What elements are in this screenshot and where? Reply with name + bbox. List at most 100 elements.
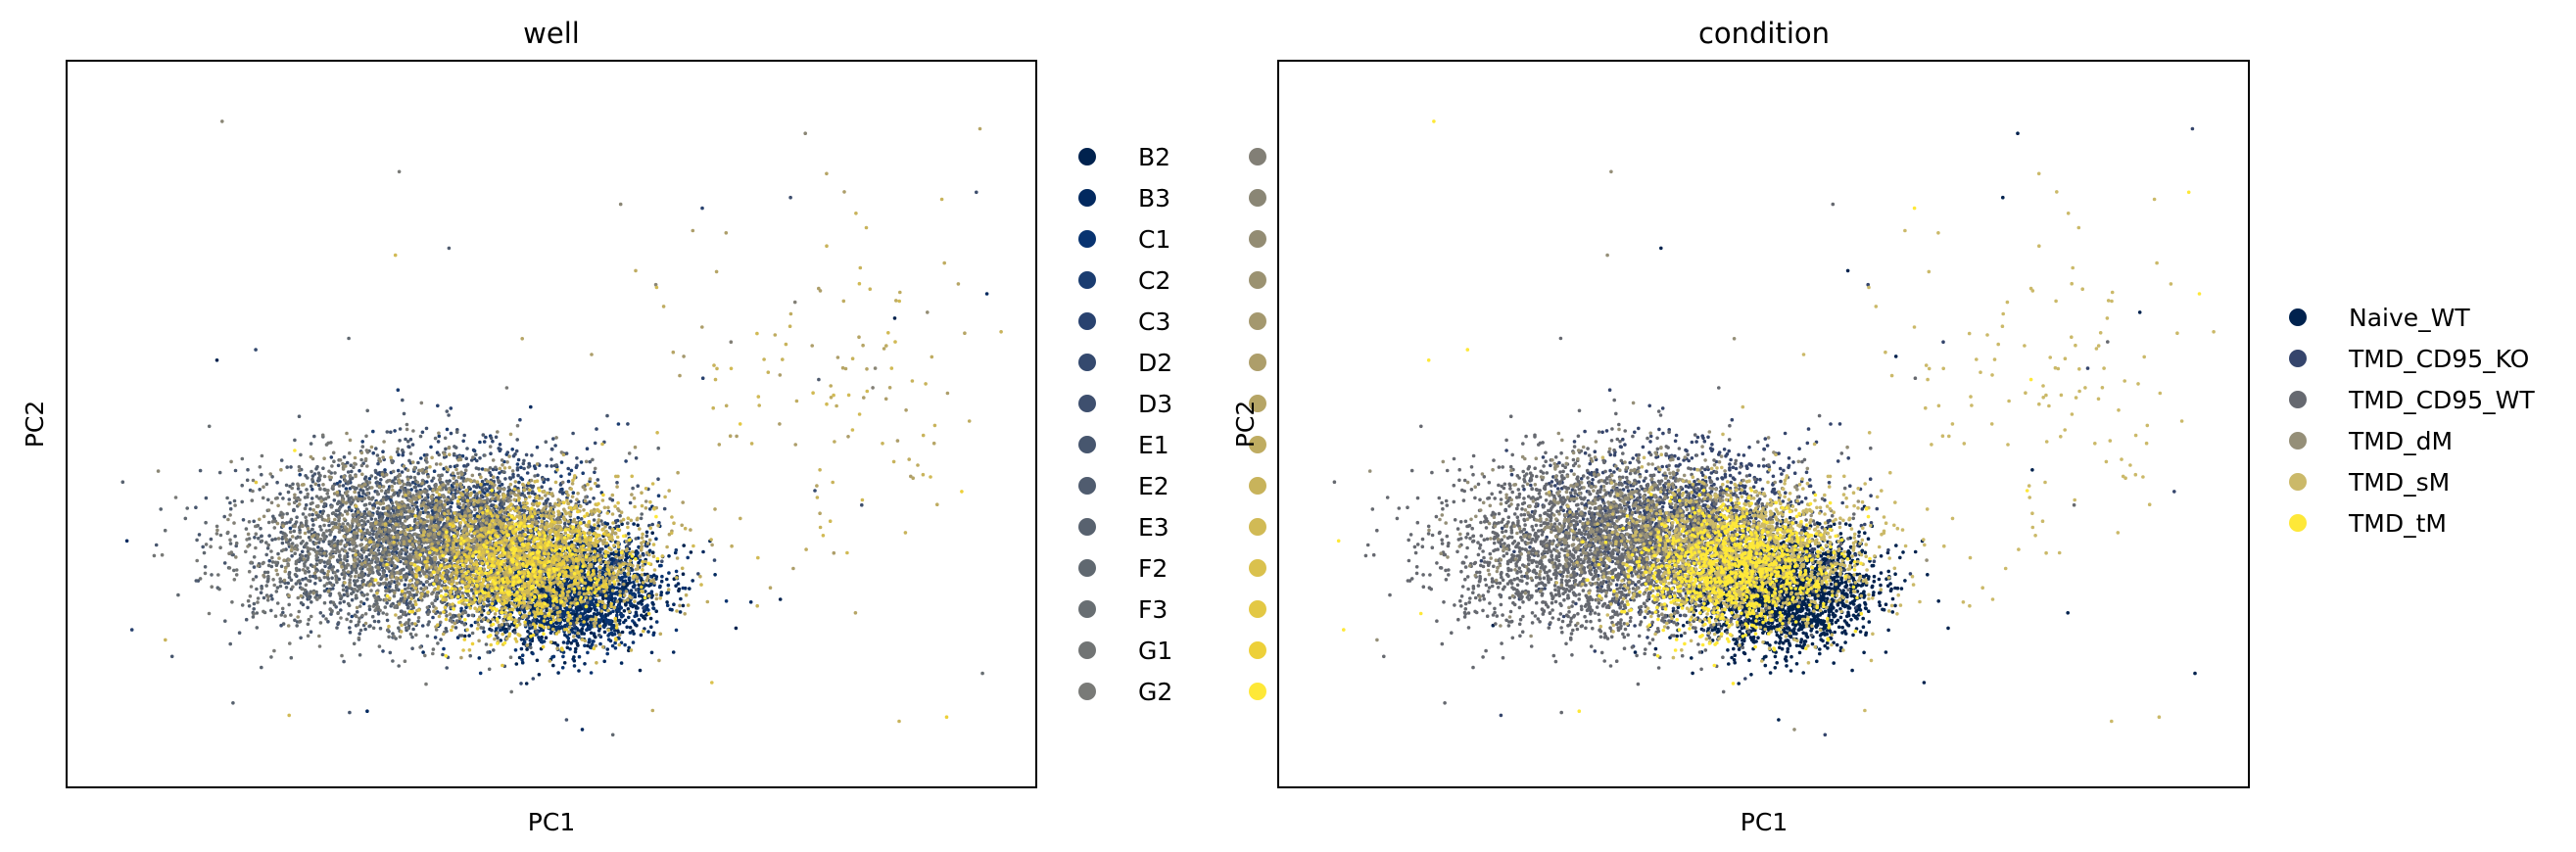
well-point [478,671,483,676]
well-point [265,546,270,550]
well-point [624,459,628,463]
well-point [372,619,377,624]
well-point [505,450,510,454]
well-point [429,445,433,450]
well-point [348,710,352,715]
well-point [674,547,679,552]
well-point [579,622,583,627]
well-point [375,453,380,457]
well-point [321,614,325,618]
well-point [491,439,495,444]
well-point [392,508,396,513]
well-point [445,666,450,670]
well-point [586,625,591,630]
well-point [596,611,600,616]
well-point [597,633,601,638]
well-point [410,603,415,607]
well-point [419,456,423,460]
well-point [284,483,289,488]
well-point [367,624,371,629]
well-point [490,628,494,633]
well-point [350,614,355,619]
well-point [513,451,517,456]
well-point [579,460,584,464]
well-point [358,468,361,473]
well-point [602,625,606,630]
well-point [575,456,579,460]
well-point [522,639,527,644]
well-point [563,624,567,628]
well-point [606,634,610,638]
well-point [654,537,658,541]
well-point [571,639,576,643]
well-point [521,461,526,466]
well-point [573,593,578,598]
well-point [265,579,270,583]
well-point [572,616,576,620]
well-point [294,520,299,524]
well-point [309,442,313,446]
well-point [492,648,496,652]
well-point [678,610,683,614]
well-point [300,549,305,554]
well-point [312,434,316,439]
well-point [405,440,410,444]
well-point [197,533,202,537]
well-point [251,615,256,619]
well-point [627,615,631,620]
well-point [549,487,552,492]
well-point [468,653,473,658]
well-point [290,553,294,558]
well-point [260,472,263,477]
well-point [515,438,519,442]
well-point [631,619,635,623]
well-point [120,480,125,485]
well-point [631,486,635,491]
well-point [629,602,634,606]
well-point [350,597,355,602]
well-panel: well PC1 PC2 B2B3C1C2C3D2D3E1E2E3F2F3G1G… [21,17,1266,836]
well-point [253,536,257,540]
well-point [401,448,405,452]
well-point [638,668,643,673]
well-point [233,534,237,539]
well-point [605,413,609,418]
well-point [788,195,792,200]
well-point [466,613,471,618]
well-point [520,653,525,657]
well-point [616,422,621,426]
well-point [550,655,554,659]
well-point [611,609,615,614]
well-point [252,565,257,569]
well-point [682,544,686,547]
well-point [639,633,644,638]
well-point [254,575,259,579]
well-point [306,605,310,610]
well-point [286,581,291,586]
well-point [633,592,638,597]
well-point [399,596,404,601]
well-point [301,577,305,582]
well-point [452,451,456,456]
well-point [525,471,530,475]
well-point [396,388,401,393]
well-point [342,599,347,604]
well-point [514,662,519,666]
well-point [595,427,598,431]
well-point [598,589,603,593]
well-point [410,646,414,650]
well-point [535,618,540,623]
well-point [544,440,549,445]
well-point [514,449,519,453]
well-point [245,478,250,483]
well-point [579,517,584,521]
well-point [361,491,365,496]
well-point [385,600,389,605]
well-point [485,603,489,608]
well-point [654,620,659,624]
well-point [338,557,343,562]
well-point [585,447,590,451]
well-point [383,468,387,472]
well-point [452,615,455,619]
well-point [416,471,421,476]
